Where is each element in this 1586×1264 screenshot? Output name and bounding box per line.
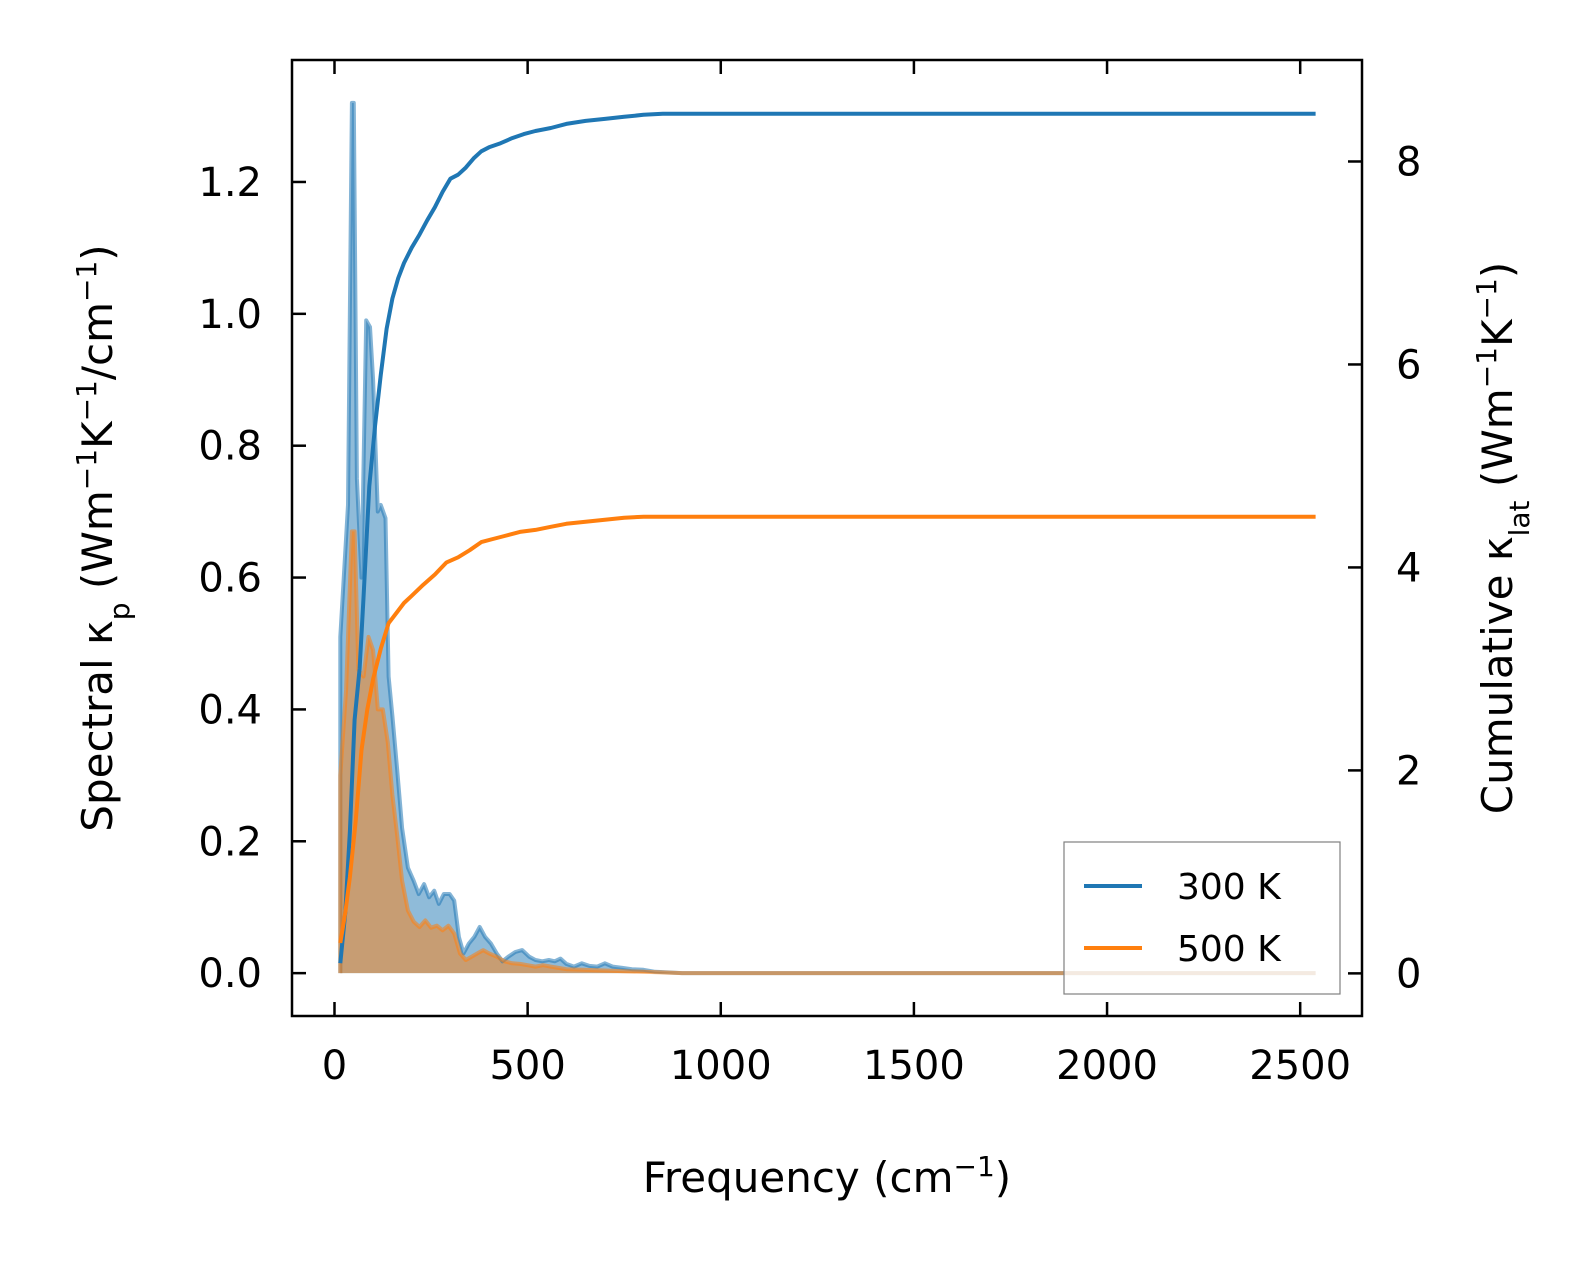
y-left-tick-label: 1.2 xyxy=(198,160,262,206)
legend-label-300k: 300 K xyxy=(1177,867,1282,908)
spectral-line-300k xyxy=(338,100,1316,976)
y-right-tick-label: 0 xyxy=(1396,951,1421,997)
cumulative-lines xyxy=(338,111,1316,964)
y-right-axis-label: Cumulative κlat (Wm−1K−1) xyxy=(1470,262,1536,814)
y-left-tick-label: 1.0 xyxy=(198,292,262,338)
spectral-lines xyxy=(338,100,1316,976)
y-right-tick-label: 6 xyxy=(1396,342,1421,388)
x-tick-label: 2500 xyxy=(1249,1043,1351,1089)
plot-frame xyxy=(290,58,1364,1018)
cumulative-line-500k xyxy=(338,514,1316,944)
x-tick-label: 500 xyxy=(489,1043,565,1089)
legend-frame xyxy=(1063,841,1341,995)
legend-label-500k: 500 K xyxy=(1177,929,1282,970)
spectral-line-500k xyxy=(338,529,1316,976)
y-left-tick-label: 0.8 xyxy=(198,424,262,470)
y-right-tick-label: 2 xyxy=(1396,748,1421,794)
x-tick-label: 2000 xyxy=(1056,1043,1158,1089)
x-tick-label: 0 xyxy=(322,1043,347,1089)
y-left-tick-label: 0.2 xyxy=(198,819,262,865)
y-left-axis-label: Spectral κp (Wm−1K−1/cm−1) xyxy=(70,244,136,831)
y-right-tick-label: 4 xyxy=(1396,545,1421,591)
legend: 300 K 500 K xyxy=(1063,841,1341,995)
x-tick-label: 1000 xyxy=(670,1043,772,1089)
x-tick-label: 1500 xyxy=(863,1043,965,1089)
cumulative-line-300k xyxy=(338,111,1316,964)
y-right-tick-label: 8 xyxy=(1396,139,1421,185)
x-axis-label: Frequency (cm−1) xyxy=(643,1150,1011,1203)
y-right-axis-ticks: 0 2 4 6 8 xyxy=(1348,139,1421,997)
y-left-tick-label: 0.0 xyxy=(198,951,262,997)
y-left-tick-label: 0.6 xyxy=(198,556,262,602)
y-left-axis-ticks: 0.0 0.2 0.4 0.6 0.8 1.0 1.2 xyxy=(198,160,306,997)
x-axis-ticks: 0 500 1000 1500 2000 2500 xyxy=(322,60,1351,1089)
y-left-tick-label: 0.4 xyxy=(198,687,262,733)
